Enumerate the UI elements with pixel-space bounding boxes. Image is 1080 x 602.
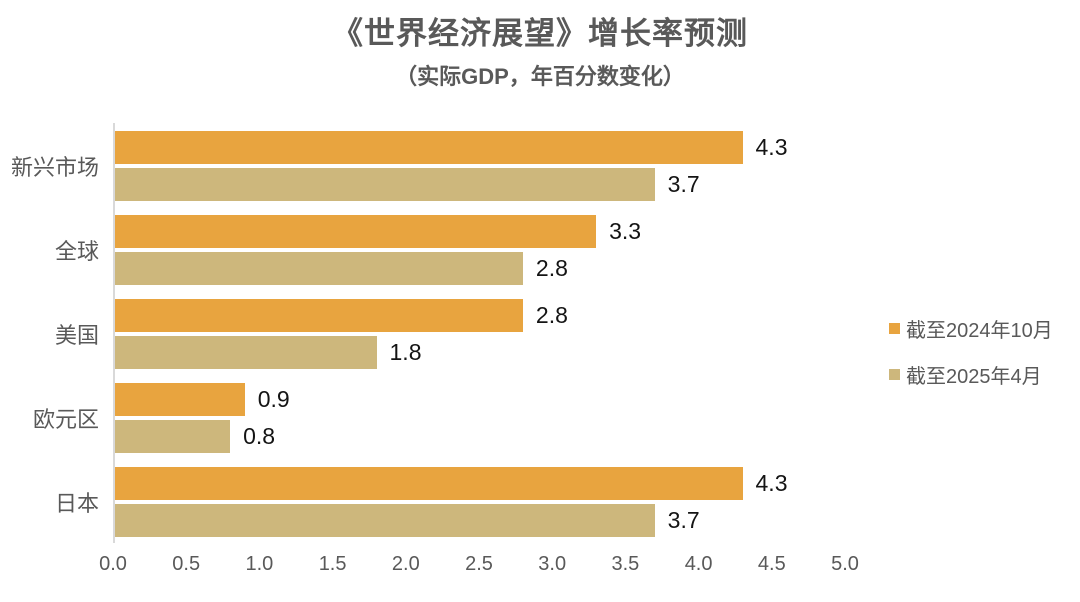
bar-line: 1.8 (113, 335, 845, 369)
legend: 截至2024年10月 截至2025年4月 (845, 123, 1080, 581)
y-axis-line (113, 122, 115, 543)
legend-label: 截至2024年10月 (906, 320, 1053, 343)
bar-line: 3.7 (113, 503, 845, 537)
plot-area: 新兴市场 4.3 3.7 全球 3.3 2.8 美国 2.8 1.8 欧元区 0.9 0.8 日本 4.3… (0, 122, 859, 581)
bar-groups: 新兴市场 4.3 3.7 全球 3.3 2.8 美国 2.8 1.8 欧元区 0.9 0.8 日本 4.3… (0, 122, 845, 543)
x-tick-label: 4.0 (684, 552, 713, 575)
x-tick-label: 4.5 (757, 552, 786, 575)
bar-series-2 (113, 419, 231, 453)
bar-value-label: 0.8 (243, 422, 276, 449)
category-label: 日本 (54, 490, 99, 516)
bar-series-1 (113, 214, 597, 248)
bar-line: 3.7 (113, 167, 845, 201)
bar-group: 美国 2.8 1.8 (0, 298, 845, 369)
chart-subtitle: （实际GDP，年百分数变化） (395, 63, 685, 89)
bar-line: 3.3 (113, 214, 845, 248)
bar-line: 0.8 (113, 419, 845, 453)
category-label: 全球 (54, 238, 99, 264)
chart-title: 《世界经济展望》增长率预测 (332, 16, 748, 51)
bar-series-1 (113, 298, 523, 332)
x-tick-label: 2.5 (465, 552, 493, 575)
bar-group: 欧元区 0.9 0.8 (0, 382, 845, 453)
bar-value-label: 1.8 (389, 338, 422, 365)
legend-item: 截至2025年4月 (889, 360, 1080, 389)
bar-series-1 (113, 130, 743, 164)
bar-series-1 (113, 382, 245, 416)
bar-line: 2.8 (113, 298, 845, 332)
bar-value-label: 3.3 (609, 217, 642, 244)
bar-line: 2.8 (113, 251, 845, 285)
bar-line: 0.9 (113, 382, 845, 416)
bar-series-2 (113, 251, 523, 285)
x-tick-label: 3.5 (611, 552, 640, 575)
legend-swatch-icon (889, 369, 900, 381)
bar-pair: 2.8 1.8 (113, 298, 845, 369)
category-label: 新兴市场 (10, 154, 99, 180)
category-label: 美国 (54, 322, 99, 348)
chart-area: 新兴市场 4.3 3.7 全球 3.3 2.8 美国 2.8 1.8 欧元区 0.9 0.8 日本 4.3… (0, 122, 1080, 581)
bar-value-label: 4.3 (755, 469, 788, 496)
bar-group: 新兴市场 4.3 3.7 (0, 130, 845, 201)
bar-line: 4.3 (113, 130, 845, 164)
category-label: 欧元区 (32, 406, 99, 432)
bar-line: 4.3 (113, 466, 845, 500)
x-tick-label: 2.0 (391, 552, 420, 575)
x-tick-label: 5.0 (831, 552, 859, 575)
legend-swatch-icon (889, 323, 900, 335)
bar-value-label: 4.3 (755, 133, 788, 160)
bar-value-label: 3.7 (667, 506, 700, 533)
bar-pair: 0.9 0.8 (113, 382, 845, 453)
bar-value-label: 2.8 (535, 301, 568, 328)
bar-series-1 (113, 466, 743, 500)
bar-value-label: 0.9 (257, 385, 290, 412)
bar-group: 日本 4.3 3.7 (0, 466, 845, 537)
bar-series-2 (113, 167, 655, 201)
x-tick-label: 3.0 (538, 552, 567, 575)
bar-group: 全球 3.3 2.8 (0, 214, 845, 285)
bar-pair: 4.3 3.7 (113, 466, 845, 537)
legend-item: 截至2024年10月 (889, 314, 1080, 343)
bar-series-2 (113, 503, 655, 537)
bar-value-label: 2.8 (535, 254, 568, 281)
x-tick-label: 0.5 (172, 552, 201, 575)
legend-label: 截至2025年4月 (906, 366, 1042, 389)
x-tick-label: 0.0 (99, 552, 127, 575)
bar-pair: 3.3 2.8 (113, 214, 845, 285)
bar-value-label: 3.7 (667, 170, 700, 197)
x-tick-label: 1.0 (245, 552, 274, 575)
x-axis: 0.0 0.5 1.0 1.5 2.0 2.5 3.0 3.5 4.0 4.5 5.0 (99, 552, 859, 581)
bar-pair: 4.3 3.7 (113, 130, 845, 201)
bar-series-2 (113, 335, 377, 369)
x-tick-label: 1.5 (318, 552, 347, 575)
